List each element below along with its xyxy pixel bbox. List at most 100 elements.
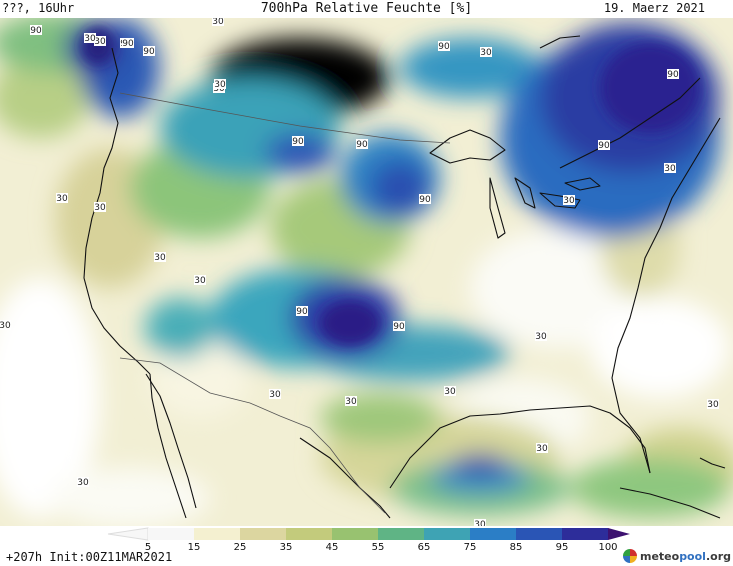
- logo-text-b: pool: [679, 549, 706, 563]
- colorbar-tick: 65: [417, 542, 431, 553]
- contour-label: 90: [122, 38, 134, 49]
- contour-label: 30: [214, 79, 226, 90]
- meteopool-logo[interactable]: meteopool.org: [622, 548, 731, 564]
- contour-label: 30: [536, 443, 548, 454]
- contour-labels: 9090909090909090909090903030303030303030…: [0, 18, 719, 526]
- contour-label: 30: [0, 320, 11, 331]
- contour-label: 30: [94, 202, 106, 213]
- contour-label: 30: [444, 386, 456, 397]
- humidity-map: 9090909090909090909090903030303030303030…: [0, 18, 733, 526]
- svg-text:90: 90: [419, 195, 431, 205]
- svg-text:30: 30: [535, 332, 547, 342]
- contour-label: 30: [535, 331, 547, 342]
- svg-text:30: 30: [194, 276, 206, 286]
- contour-label: 90: [356, 139, 368, 150]
- svg-text:30: 30: [214, 80, 226, 90]
- contour-label: 30: [269, 389, 281, 400]
- meteopool-logo-icon: [622, 549, 637, 563]
- svg-text:30: 30: [212, 18, 224, 27]
- svg-text:90: 90: [598, 141, 610, 151]
- contour-label: 30: [480, 47, 492, 58]
- contour-label: 90: [143, 46, 155, 57]
- logo-text: meteopool.org: [640, 550, 731, 563]
- colorbar-tick: 35: [279, 542, 293, 553]
- colorbar-segment: [378, 528, 425, 540]
- contour-label: 90: [667, 69, 679, 80]
- svg-text:30: 30: [94, 203, 106, 213]
- svg-text:90: 90: [292, 137, 304, 147]
- svg-text:30: 30: [269, 390, 281, 400]
- colorbar-tick: 100: [598, 542, 618, 553]
- colorbar-tick: 5: [144, 542, 152, 553]
- contour-label: 30: [94, 36, 106, 47]
- colorbar-segment: [424, 528, 471, 540]
- contour-label: 90: [292, 136, 304, 147]
- colorbar-tick: 85: [509, 542, 523, 553]
- contour-label: 90: [419, 194, 431, 205]
- logo-text-c: .org: [705, 549, 731, 563]
- contour-label: 30: [194, 275, 206, 286]
- valid-time-label: ???, 16Uhr: [2, 1, 75, 15]
- colorbar-segment: [286, 528, 333, 540]
- contour-label: 30: [212, 18, 224, 27]
- svg-text:30: 30: [77, 478, 89, 488]
- contour-label: 30: [77, 477, 89, 488]
- contour-label: 30: [474, 519, 486, 526]
- svg-text:30: 30: [84, 34, 96, 44]
- contour-label: 30: [84, 33, 96, 44]
- svg-text:30: 30: [345, 397, 357, 407]
- svg-text:90: 90: [667, 70, 679, 80]
- colorbar-segment: [516, 528, 563, 540]
- svg-text:90: 90: [143, 47, 155, 57]
- svg-text:30: 30: [444, 387, 456, 397]
- contour-label: 90: [296, 306, 308, 317]
- contour-label: 30: [707, 399, 719, 410]
- svg-text:90: 90: [356, 140, 368, 150]
- contour-label: 30: [664, 163, 676, 174]
- contour-label: 90: [598, 140, 610, 151]
- svg-text:30: 30: [536, 444, 548, 454]
- colorbar-high-arrow: [608, 528, 630, 540]
- colorbar-segment: [562, 528, 609, 540]
- svg-text:30: 30: [0, 321, 11, 331]
- svg-text:30: 30: [474, 520, 486, 526]
- svg-text:30: 30: [56, 194, 68, 204]
- contour-label: 30: [345, 396, 357, 407]
- colorbar-tick: 95: [555, 542, 569, 553]
- map-title: 700hPa Relative Feuchte [%]: [260, 1, 473, 16]
- svg-text:90: 90: [122, 39, 134, 49]
- colorbar-tick: 45: [325, 542, 339, 553]
- colorbar-tick: 75: [463, 542, 477, 553]
- contour-label: 90: [438, 41, 450, 52]
- colorbar-segment: [470, 528, 517, 540]
- map-header: 700hPa Relative Feuchte [%] ???, 16Uhr 1…: [0, 0, 733, 18]
- colorbar-strip: [107, 527, 630, 541]
- colorbar-segment: [332, 528, 379, 540]
- svg-text:30: 30: [94, 37, 106, 47]
- colorbar-tick: 25: [233, 542, 247, 553]
- colorbar-segment: [148, 528, 195, 540]
- valid-date-label: 19. Maerz 2021: [603, 1, 705, 15]
- colorbar-segment: [194, 528, 241, 540]
- svg-text:90: 90: [30, 26, 42, 36]
- contour-label: 30: [56, 193, 68, 204]
- svg-text:30: 30: [664, 164, 676, 174]
- colorbar: 5 15 25 35 45 55 65 75 85 95 100 +207h Init:00Z11M…: [0, 526, 733, 566]
- svg-text:90: 90: [393, 322, 405, 332]
- svg-text:90: 90: [438, 42, 450, 52]
- svg-text:30: 30: [563, 196, 575, 206]
- borders: [119, 92, 451, 514]
- svg-text:90: 90: [296, 307, 308, 317]
- colorbar-tick: 15: [187, 542, 201, 553]
- svg-text:30: 30: [480, 48, 492, 58]
- logo-text-a: meteo: [639, 549, 680, 563]
- svg-text:30: 30: [154, 253, 166, 263]
- contour-label: 30: [154, 252, 166, 263]
- contour-label: 90: [30, 25, 42, 36]
- init-time-label: +207h Init:00Z11MAR2021: [6, 550, 173, 564]
- svg-text:30: 30: [707, 400, 719, 410]
- colorbar-low-arrow: [107, 527, 149, 541]
- contour-label: 30: [563, 195, 575, 206]
- colorbar-tick: 55: [371, 542, 385, 553]
- contour-label: 90: [393, 321, 405, 332]
